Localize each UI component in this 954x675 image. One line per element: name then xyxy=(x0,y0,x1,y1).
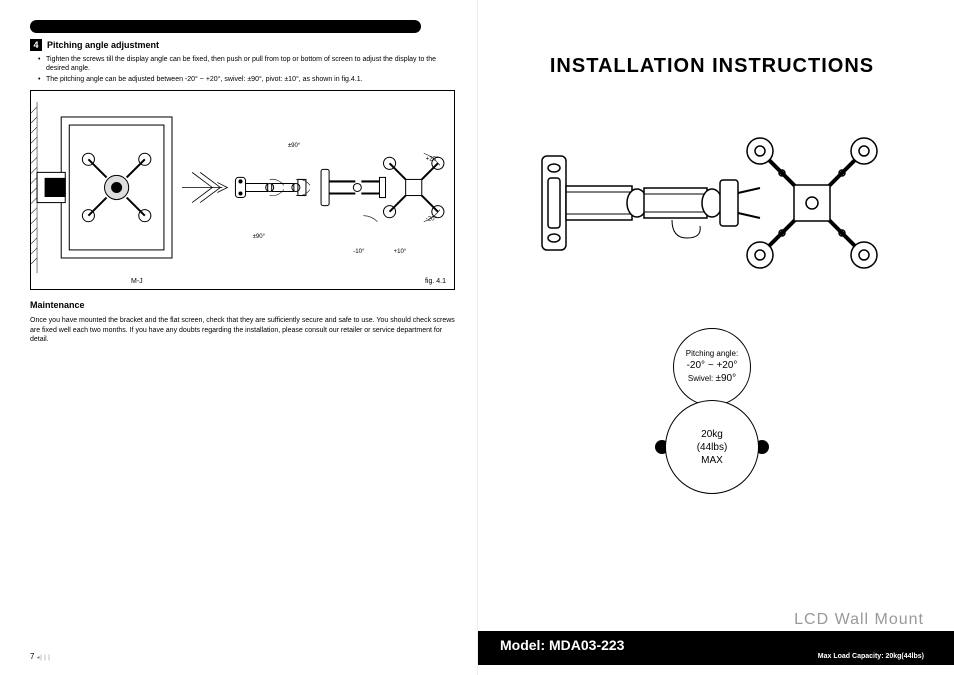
tilt-minus-label: -20° xyxy=(426,217,438,223)
swivel-label: Swivel: xyxy=(688,374,713,383)
maintenance-title: Maintenance xyxy=(30,300,455,310)
page-number-value: 7 xyxy=(30,652,34,661)
header-bar xyxy=(30,20,421,33)
pivot-minus-label: -10° xyxy=(353,249,365,255)
swivel-bottom-label: ±90° xyxy=(253,234,266,240)
pitching-diagram: ±90° ±90° xyxy=(31,91,454,289)
pivot-plus-label: +10° xyxy=(394,249,407,255)
step-number: 4 xyxy=(30,39,42,51)
pitch-value: -20° ~ +20° xyxy=(687,359,738,372)
weight-spec-circle: 20kg (44lbs) MAX xyxy=(665,400,759,494)
weight-kg: 20kg xyxy=(701,428,723,441)
pitch-label: Pitching angle: xyxy=(686,349,738,359)
pitch-spec-circle: Pitching angle: -20° ~ +20° Swivel: ±90° xyxy=(673,328,751,406)
footer-bar: Model: MDA03-223 Max Load Capacity: 20kg… xyxy=(478,631,954,665)
page-deco-icon: ◂❘❘❘ xyxy=(36,655,50,661)
bullet-1: Tighten the screws till the display angl… xyxy=(38,55,455,73)
hero-diagram xyxy=(500,108,924,298)
page-number: 7◂❘❘❘ xyxy=(30,652,51,661)
spec-circles: Pitching angle: -20° ~ +20° Swivel: ±90°… xyxy=(500,328,924,494)
swivel-value: ±90° xyxy=(715,373,736,384)
step-header: 4 Pitching angle adjustment xyxy=(30,39,455,51)
installation-title: INSTALLATION INSTRUCTIONS xyxy=(500,55,924,78)
diagram-box: ±90° ±90° xyxy=(30,90,455,290)
weight-max: MAX xyxy=(701,454,723,467)
swivel-line: Swivel: ±90° xyxy=(688,372,736,385)
fig-label: fig. 4.1 xyxy=(425,278,446,285)
maintenance-text: Once you have mounted the bracket and th… xyxy=(30,316,455,344)
mj-label: M-J xyxy=(131,278,143,285)
max-load-label: Max Load Capacity: 20kg(44lbs) xyxy=(500,653,924,660)
bullet-2: The pitching angle can be adjusted betwe… xyxy=(38,75,455,84)
swivel-top-label: ±90° xyxy=(288,143,301,149)
weight-group: 20kg (44lbs) MAX xyxy=(659,400,765,494)
right-page: INSTALLATION INSTRUCTIONS xyxy=(477,0,954,675)
instruction-bullets: Tighten the screws till the display angl… xyxy=(30,55,455,84)
lcd-wall-mount-text: LCD Wall Mount xyxy=(794,611,924,629)
step-title: Pitching angle adjustment xyxy=(47,40,159,50)
weight-lbs: (44lbs) xyxy=(697,441,728,454)
tilt-plus-label: +20° xyxy=(426,157,439,163)
left-page: 4 Pitching angle adjustment Tighten the … xyxy=(0,0,477,675)
model-label: Model: MDA03-223 xyxy=(500,637,924,653)
